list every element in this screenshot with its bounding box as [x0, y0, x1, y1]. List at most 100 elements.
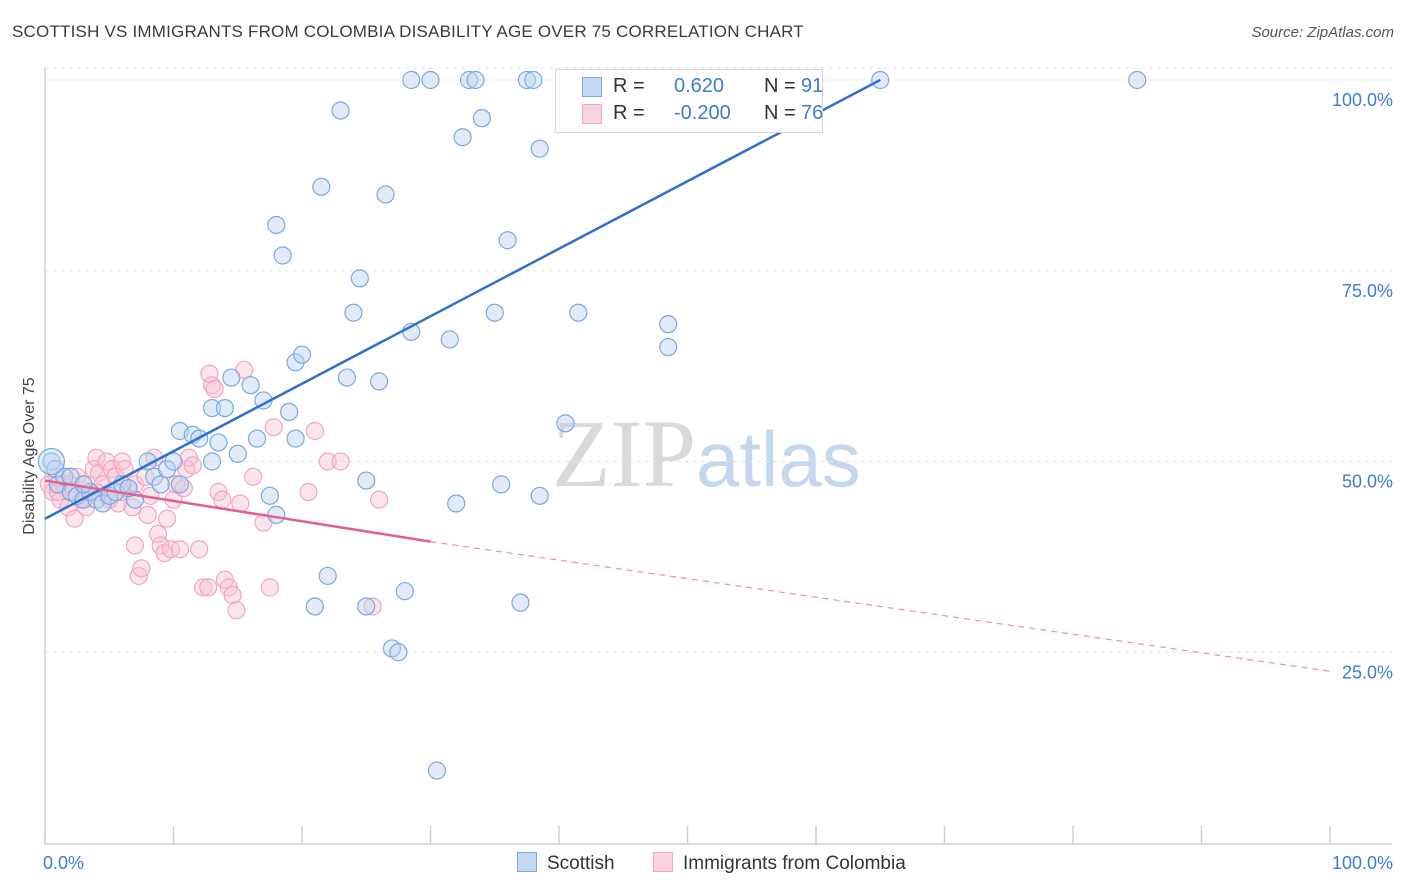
colombia-point [363, 597, 382, 616]
trend-lines [44, 78, 1331, 672]
scottish-point [344, 303, 363, 322]
scottish-point [492, 475, 511, 494]
colombia-point [264, 418, 283, 437]
scottish-point [485, 303, 504, 322]
scottish-point [1128, 70, 1147, 90]
colombia-point [223, 585, 242, 605]
colombia-point [190, 540, 209, 559]
colombia-point [132, 559, 151, 578]
scottish-point [286, 353, 305, 372]
colombia-point [193, 578, 213, 597]
scottish-point [37, 447, 66, 476]
colombia-point [213, 490, 232, 509]
legend-n-value: 91 [801, 75, 824, 97]
chart-title: SCOTTISH VS IMMIGRANTS FROM COLOMBIA DIS… [12, 22, 804, 41]
x-tick-label: 100.0% [1332, 853, 1393, 873]
scottish-point [151, 475, 170, 494]
scottish-point [459, 70, 479, 90]
colombia-point [170, 540, 190, 559]
bottom-legend-colombia: Immigrants from Colombia [653, 852, 906, 875]
scottish-point [556, 414, 575, 433]
colombia-point [305, 421, 324, 441]
scottish-point [222, 368, 241, 387]
y-tick-label: 75.0% [1342, 281, 1393, 301]
scottish-point [357, 471, 376, 490]
scottish-point [530, 486, 549, 505]
bottom-legend-scottish-label: Scottish [547, 853, 615, 874]
scottish-point [305, 597, 324, 616]
scottish-point [312, 177, 331, 196]
scottish-point [93, 494, 112, 513]
scottish-point [350, 269, 369, 288]
scottish-point [247, 429, 267, 448]
scottish-point [267, 215, 286, 235]
colombia-swatch [653, 852, 673, 872]
colombia-point [205, 379, 224, 399]
legend-n-label: N = [764, 102, 796, 124]
y-tick-label: 25.0% [1342, 662, 1393, 682]
scottish-point [228, 444, 247, 463]
colombia-point [199, 578, 218, 597]
watermark-zip: ZIP [552, 400, 696, 507]
scottish-point [376, 185, 395, 204]
scottish-point [427, 761, 447, 780]
colombia-point [200, 364, 219, 383]
bottom-legend-scottish: Scottish [517, 852, 615, 875]
scottish-point [164, 452, 183, 471]
colombia-trend-extension [430, 541, 1331, 672]
scottish-point [273, 246, 292, 265]
legend-r-value: 0.620 [674, 75, 725, 97]
tick-labels: 100.0% 75.0% 50.0% 25.0% 0.0% 100.0% Disabilit… [21, 90, 1393, 873]
colombia-point [331, 452, 350, 471]
scottish-point [331, 101, 350, 120]
scottish-point [524, 70, 543, 90]
bottom-legend-colombia-label: Immigrants from Colombia [683, 853, 906, 874]
scottish-point [260, 486, 279, 505]
scottish-point [337, 368, 357, 387]
scottish-point [318, 566, 337, 586]
scottish-point [389, 643, 408, 662]
scottish-point [157, 460, 177, 479]
scottish-point [370, 372, 389, 391]
colombia-point [138, 505, 157, 525]
scottish-point [472, 109, 491, 128]
scottish-point [447, 494, 466, 513]
colombia-point [227, 601, 246, 620]
legend-n-label: N = [764, 75, 796, 97]
watermark-atlas: atlas [696, 415, 861, 503]
scottish-point [202, 398, 222, 418]
colombia-point [157, 509, 177, 528]
y-tick-label: 50.0% [1342, 472, 1393, 492]
gridlines [45, 67, 1392, 653]
scottish-point [517, 70, 536, 90]
correlation-legend: R = 0.620 N = 91 R = -0.200 N = 76 [555, 69, 823, 133]
scottish-point [280, 402, 299, 422]
y-tick-label: 100.0% [1332, 90, 1393, 110]
scottish-point [170, 475, 190, 494]
scottish-point [292, 345, 312, 364]
scottish-point [453, 128, 472, 147]
legend-r-label: R = [613, 102, 645, 124]
scottish-point [440, 330, 459, 349]
scottish-point [569, 303, 588, 322]
scottish-point [215, 398, 234, 418]
scottish-point [357, 597, 376, 616]
colombia-point [299, 482, 318, 502]
scottish-point [466, 70, 485, 90]
colombia-point [125, 536, 145, 555]
scottish-point [511, 593, 530, 612]
colombia-point [183, 456, 202, 475]
axes [44, 68, 1392, 845]
scottish-point [421, 70, 440, 90]
scottish-point [209, 433, 228, 452]
colombia-point [65, 509, 84, 528]
chart-source: Source: ZipAtlas.com [1251, 24, 1394, 41]
y-axis-title: Disability Age Over 75 [21, 377, 38, 535]
scottish-point [498, 231, 517, 250]
colombia-point [260, 578, 279, 597]
legend-r-value: -0.200 [674, 102, 731, 124]
colombia-point [370, 490, 389, 509]
scottish-swatch [582, 77, 602, 97]
legend-n-value: 76 [801, 102, 824, 124]
